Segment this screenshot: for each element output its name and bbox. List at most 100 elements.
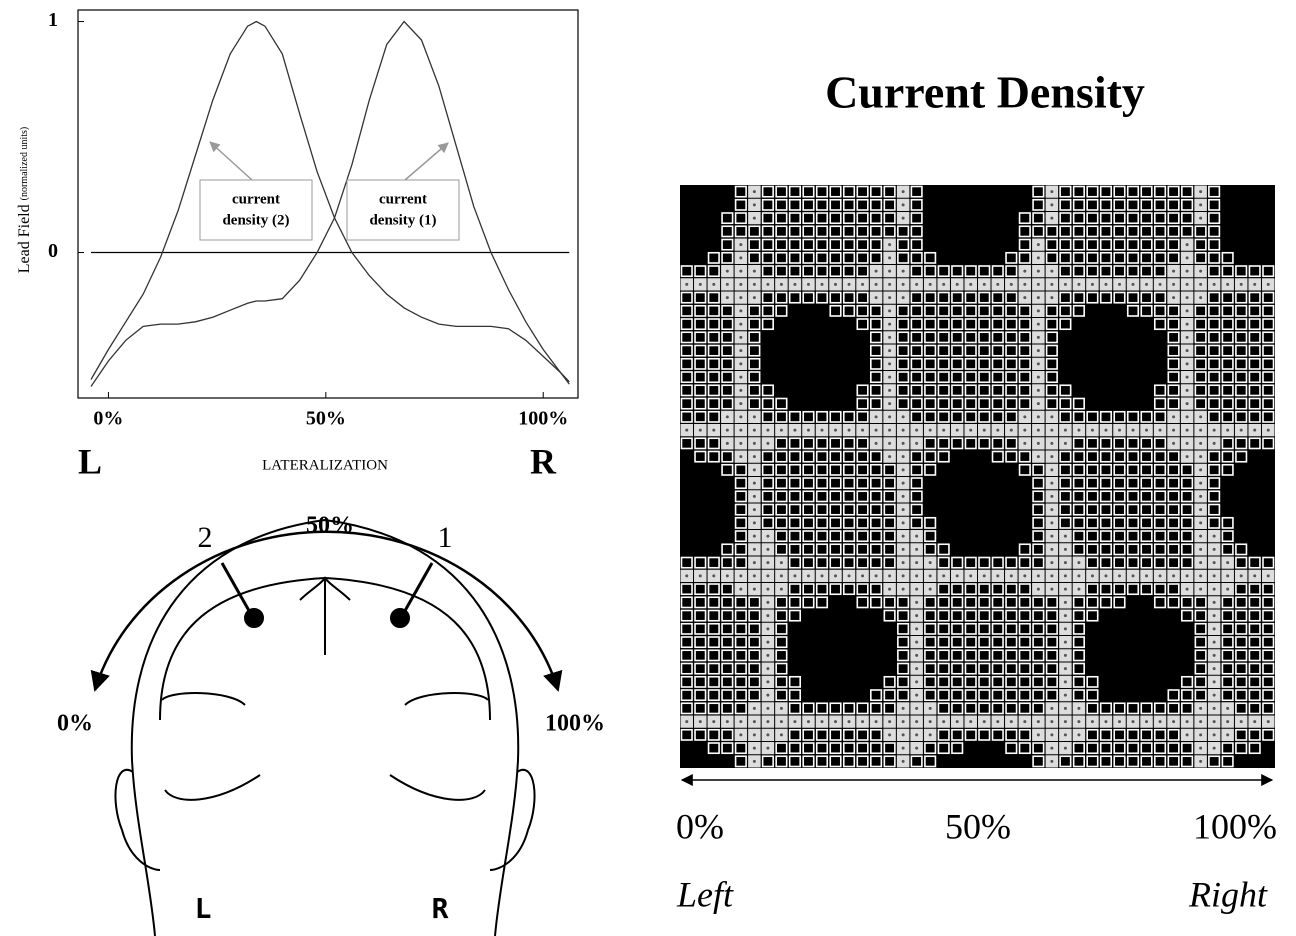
map-cell [978,371,991,384]
map-cell [978,410,991,423]
map-cell [1005,742,1018,755]
map-cell [1018,742,1031,755]
map-cell [1045,318,1058,331]
map-cell [1072,490,1085,503]
map-dot [847,428,851,432]
map-dot [766,667,770,671]
map-cell [707,371,720,384]
map-cell [1018,609,1031,622]
map-cell [829,198,842,211]
map-cell [910,185,923,198]
map-dot [1036,296,1040,300]
map-cell [1086,490,1099,503]
map-dot [942,428,946,432]
map-cell [1072,212,1085,225]
map-dot [739,309,743,313]
map-dot [1212,693,1216,697]
map-dot [888,296,892,300]
map-cell [802,516,815,529]
map-dot [915,282,919,286]
map-dot [1050,508,1054,512]
map-cell [802,755,815,768]
map-cell [937,318,950,331]
map-cell [1099,410,1113,423]
map-cell [680,384,693,397]
map-dot [1158,428,1162,432]
map-cell [842,212,856,225]
map-dot [928,428,932,432]
map-dot [766,428,770,432]
map-dot [955,428,959,432]
map-cell [1194,251,1207,264]
map-cell [1140,437,1153,450]
map-dot [1063,653,1067,657]
map-cell [1113,238,1126,251]
map-dot [752,190,756,194]
map-cell [788,675,802,688]
x-tick-label: 100% [518,408,568,430]
map-cell [856,318,869,331]
map-dot [1077,587,1081,591]
map-dot [874,441,878,445]
map-cell [978,357,991,370]
annotation-text: density (2) [222,212,289,228]
map-cell [680,583,693,596]
map-dot [779,428,783,432]
map-dot [1199,494,1203,498]
map-cell [910,463,923,476]
map-cell [748,371,761,384]
map-dot [752,455,756,459]
map-cell [1113,755,1126,768]
map-cell [1221,530,1234,543]
map-dot [969,574,973,578]
map-cell [870,198,883,211]
map-cell [734,503,747,516]
map-cell [1221,649,1234,662]
map-cell [829,755,842,768]
map-dot [1172,269,1176,273]
map-dot [1145,282,1149,286]
map-cell [1248,662,1261,675]
map-dot [1172,720,1176,724]
map-cell [802,185,815,198]
map-dot [1185,587,1189,591]
map-dot [1117,282,1121,286]
map-dot [1104,282,1108,286]
map-cell [1113,198,1126,211]
map-cell [1221,318,1234,331]
map-cell [1045,689,1058,702]
map-dot [1036,335,1040,339]
map-cell [788,609,802,622]
map-dot [1226,733,1230,737]
map-cell [1140,543,1153,556]
map-dot [1185,441,1189,445]
map-cell [910,251,923,264]
map-dot [725,574,729,578]
map-cell [694,384,707,397]
map-cell [1126,225,1140,238]
map-cell [1235,609,1248,622]
map-cell [1181,212,1194,225]
map-dot [901,441,905,445]
map-cell [1126,198,1140,211]
map-dot [725,720,729,724]
map-cell [707,344,720,357]
map-cell [680,662,693,675]
map-cell [1194,675,1207,688]
map-dot [725,282,729,286]
map-cell [1099,490,1113,503]
map-cell [842,728,856,741]
map-cell [991,609,1004,622]
annotation-arrow [404,142,449,181]
map-dot [1199,574,1203,578]
map-cell [924,304,937,317]
map-dot [1185,296,1189,300]
map-dot [1023,574,1027,578]
map-cell [802,265,815,278]
map-cell [761,225,774,238]
map-cell [788,689,802,702]
map-dot [888,375,892,379]
map-cell [978,331,991,344]
map-cell [802,583,815,596]
map-dot [1199,746,1203,750]
